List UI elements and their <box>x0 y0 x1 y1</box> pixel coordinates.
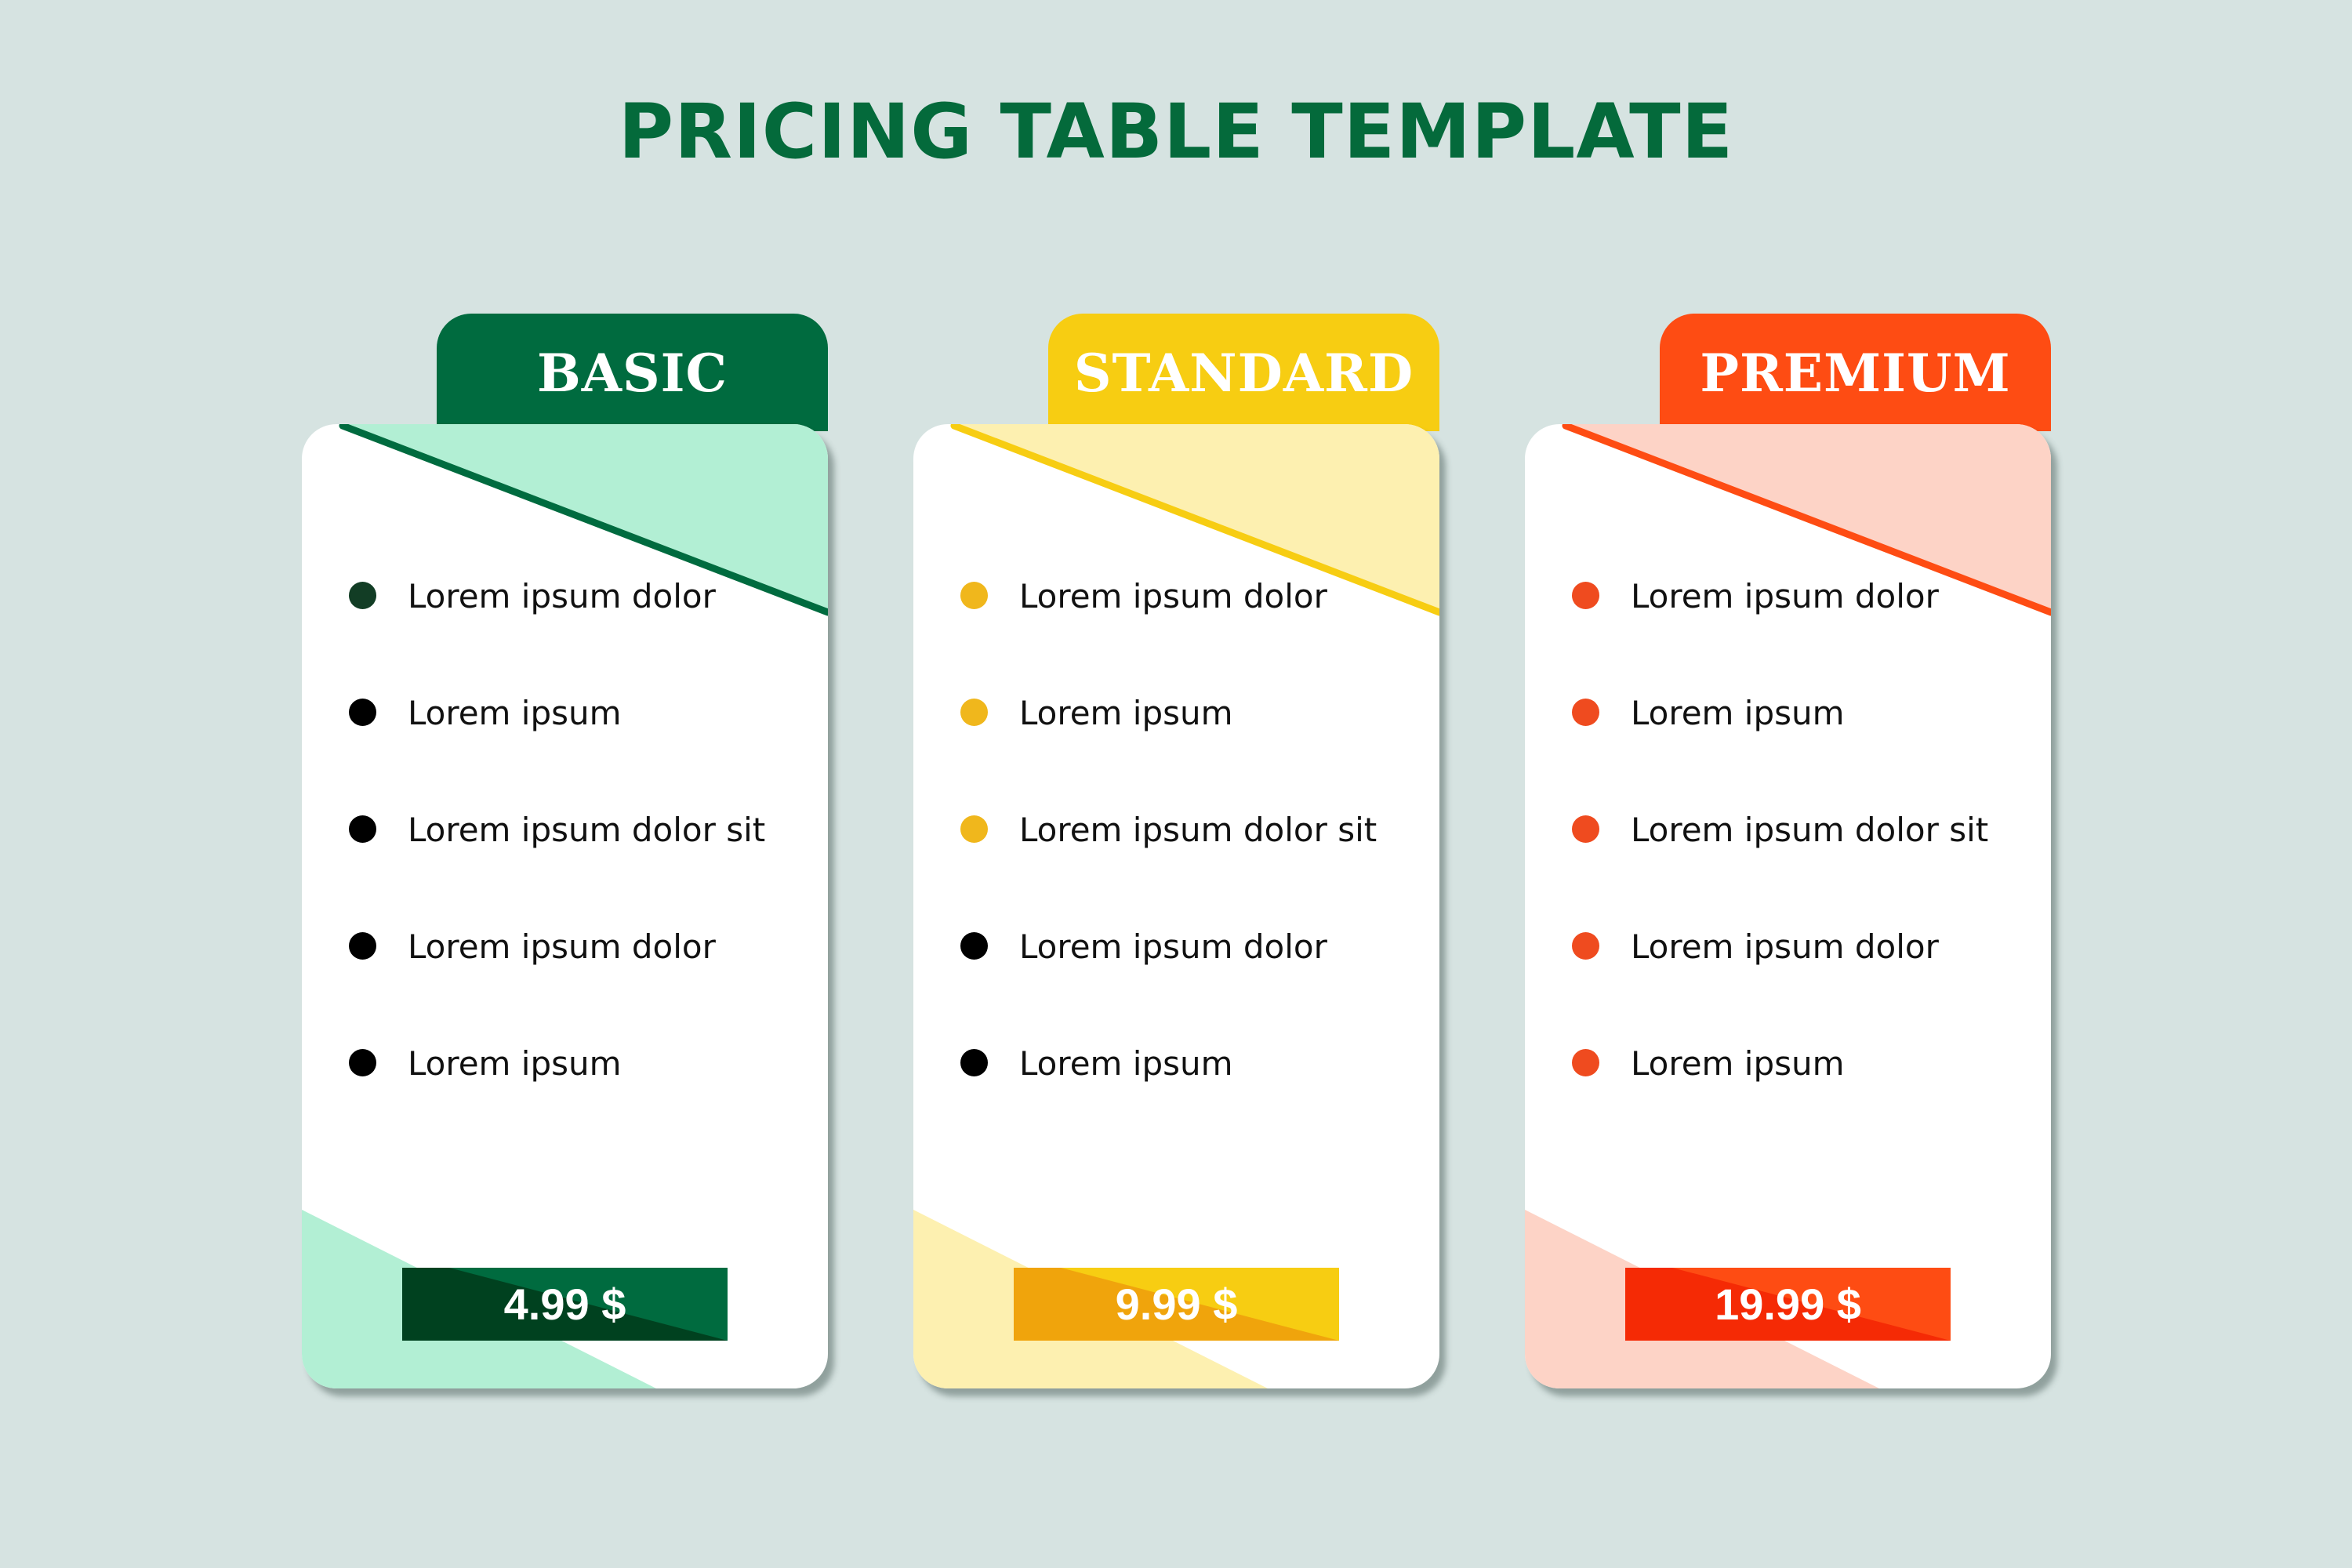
plan-header-tab: BASIC <box>437 314 828 431</box>
feature-text: Lorem ipsum dolor <box>1631 577 1939 615</box>
plan-name: PREMIUM <box>1700 343 2011 404</box>
plan-card: Lorem ipsum dolor Lorem ipsum Lorem ipsu… <box>913 424 1439 1388</box>
feature-text: Lorem ipsum dolor <box>1631 927 1939 966</box>
feature-text: Lorem ipsum <box>1019 694 1233 732</box>
price-label: 19.99 $ <box>1715 1279 1861 1329</box>
bullet-icon <box>349 1049 376 1076</box>
card-decoration <box>302 424 828 1388</box>
plan-header-tab: PREMIUM <box>1660 314 2051 431</box>
feature-text: Lorem ipsum <box>1631 694 1845 732</box>
plan-name: BASIC <box>536 343 728 404</box>
bullet-icon <box>960 932 988 960</box>
price-label: 4.99 $ <box>503 1279 626 1329</box>
feature-text: Lorem ipsum <box>1019 1044 1233 1083</box>
price-button[interactable]: 4.99 $ <box>402 1268 728 1341</box>
card-decoration <box>913 424 1439 1388</box>
plan-header-tab: STANDARD <box>1048 314 1439 431</box>
feature-text: Lorem ipsum dolor <box>408 927 716 966</box>
feature-text: Lorem ipsum <box>408 1044 622 1083</box>
bullet-icon <box>349 815 376 843</box>
feature-text: Lorem ipsum dolor <box>1019 927 1327 966</box>
plan-premium: PREMIUM Lorem ipsum dolor Lorem ipsum Lo… <box>1525 314 2051 1388</box>
feature-text: Lorem ipsum dolor sit <box>408 811 766 849</box>
bullet-icon <box>960 699 988 726</box>
bullet-icon <box>960 1049 988 1076</box>
price-button[interactable]: 19.99 $ <box>1625 1268 1951 1341</box>
bullet-icon <box>349 582 376 609</box>
bullet-icon <box>1572 1049 1599 1076</box>
bullet-icon <box>1572 932 1599 960</box>
bullet-icon <box>1572 815 1599 843</box>
plan-name: STANDARD <box>1073 343 1414 404</box>
price-label: 9.99 $ <box>1115 1279 1238 1329</box>
page-title: PRICING TABLE TEMPLATE <box>618 88 1734 176</box>
plan-card: Lorem ipsum dolor Lorem ipsum Lorem ipsu… <box>302 424 828 1388</box>
plan-basic: BASIC Lorem ipsum dolor Lorem ipsum Lore… <box>302 314 828 1388</box>
bullet-icon <box>349 699 376 726</box>
price-button[interactable]: 9.99 $ <box>1014 1268 1339 1341</box>
plan-standard: STANDARD Lorem ipsum dolor Lorem ipsum L… <box>913 314 1439 1388</box>
bullet-icon <box>349 932 376 960</box>
feature-text: Lorem ipsum dolor <box>408 577 716 615</box>
feature-text: Lorem ipsum <box>1631 1044 1845 1083</box>
card-decoration <box>1525 424 2051 1388</box>
bullet-icon <box>960 582 988 609</box>
bullet-icon <box>960 815 988 843</box>
feature-text: Lorem ipsum dolor <box>1019 577 1327 615</box>
bullet-icon <box>1572 582 1599 609</box>
feature-text: Lorem ipsum dolor sit <box>1631 811 1989 849</box>
bullet-icon <box>1572 699 1599 726</box>
plan-card: Lorem ipsum dolor Lorem ipsum Lorem ipsu… <box>1525 424 2051 1388</box>
feature-text: Lorem ipsum <box>408 694 622 732</box>
feature-text: Lorem ipsum dolor sit <box>1019 811 1377 849</box>
